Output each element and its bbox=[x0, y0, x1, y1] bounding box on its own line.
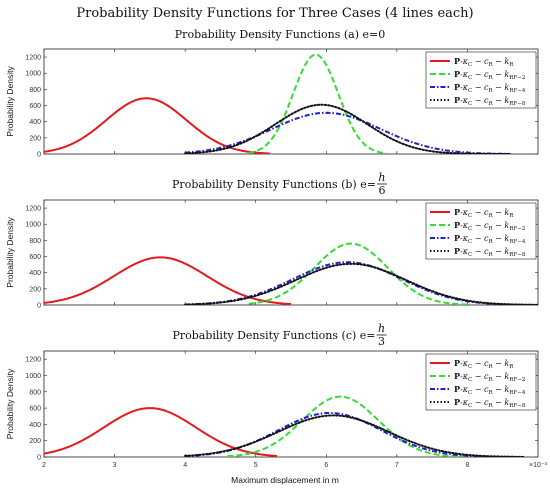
panels: Probability Density Functions (a) e=0020… bbox=[5, 28, 539, 469]
legend-label: P-κC − cR − kR bbox=[454, 358, 514, 370]
legend-box bbox=[425, 202, 537, 260]
panel-title: Probability Density Functions (c) e= bbox=[172, 329, 375, 342]
y-tick-label: 800 bbox=[29, 87, 41, 94]
series-line-krf-4 bbox=[185, 411, 524, 457]
figure-title: Probability Density Functions for Three … bbox=[76, 6, 473, 21]
y-tick-label: 600 bbox=[29, 103, 41, 110]
y-tick-label: 1000 bbox=[25, 222, 41, 229]
legend-label: P-κC − cR − kRF−2 bbox=[454, 69, 525, 81]
y-tick-label: 600 bbox=[29, 406, 41, 413]
legend-label: P-κC − cR − kRF−8 bbox=[454, 246, 526, 258]
x-tick-label: 3 bbox=[113, 462, 117, 469]
series-line-krf-2 bbox=[248, 53, 387, 154]
legend-label: P-κC − cR − kRF−8 bbox=[454, 95, 526, 107]
panel-title: Probability Density Functions (b) e= bbox=[172, 178, 376, 191]
y-tick-label: 600 bbox=[29, 254, 41, 261]
y-tick-label: 200 bbox=[29, 135, 41, 142]
series-line-krf-2 bbox=[227, 395, 468, 457]
y-tick-label: 800 bbox=[29, 238, 41, 245]
chart-panel-b: Probability Density Functions (b) e=h6 0 2… bbox=[5, 171, 539, 310]
y-tick-label: 400 bbox=[29, 422, 41, 429]
title-fraction: h3 bbox=[376, 322, 387, 348]
series-line-krf-8 bbox=[184, 262, 538, 305]
y-tick-label: 800 bbox=[29, 389, 41, 396]
y-tick-label: 1200 bbox=[25, 55, 41, 62]
fraction-denominator: 3 bbox=[378, 335, 385, 348]
x-tick-label: 5 bbox=[254, 462, 258, 469]
y-tick-label: 1200 bbox=[25, 206, 41, 213]
y-tick-label: 0 bbox=[37, 303, 41, 310]
legend-label: P-κC − cR − kR bbox=[454, 207, 514, 219]
y-tick-label: 0 bbox=[37, 152, 41, 159]
fraction-denominator: 6 bbox=[378, 184, 385, 197]
chart-panel-a: Probability Density Functions (a) e=0 0 20… bbox=[5, 28, 539, 159]
legend-label: P-κC − cR − kRF−2 bbox=[454, 371, 525, 383]
x-axis-label: Maximum displacement in m bbox=[231, 475, 339, 485]
panel-title: Probability Density Functions (a) e=0 bbox=[175, 28, 385, 41]
plot-frame bbox=[43, 199, 539, 306]
legend: P-κC − cR − kRP-κC − cR − kRF−2P-κC − cR… bbox=[425, 202, 537, 260]
series-line-krf-2 bbox=[248, 242, 468, 305]
legend-label: P-κC − cR − kRF−4 bbox=[454, 233, 526, 245]
plot-frame bbox=[43, 48, 539, 155]
series-line-krf-4 bbox=[185, 111, 510, 154]
y-axis-label: Probability Density bbox=[5, 368, 15, 439]
y-tick-label: 0 bbox=[37, 455, 41, 462]
y-tick-label: 1200 bbox=[25, 357, 41, 364]
legend-label: P-κC − cR − kRF−8 bbox=[454, 397, 526, 409]
plot-frame bbox=[43, 350, 539, 458]
y-tick-label: 400 bbox=[29, 119, 41, 126]
y-tick-label: 200 bbox=[29, 438, 41, 445]
legend: P-κC − cR − kRP-κC − cR − kRF−2P-κC − cR… bbox=[425, 353, 537, 411]
x-scale-note: ×10⁻³ bbox=[529, 462, 548, 469]
chart-panel-c: Probability Density Functions (c) e=h302… bbox=[5, 322, 539, 469]
y-tick-label: 1000 bbox=[25, 373, 41, 380]
x-tick-label: 8 bbox=[465, 462, 469, 469]
fraction-numerator: h bbox=[378, 322, 385, 335]
x-tick-label: 6 bbox=[324, 462, 328, 469]
legend-label: P-κC − cR − kRF−2 bbox=[454, 220, 525, 232]
x-tick-label: 4 bbox=[183, 462, 187, 469]
y-tick-label: 200 bbox=[29, 286, 41, 293]
y-tick-label: 400 bbox=[29, 270, 41, 277]
x-tick-label: 7 bbox=[395, 462, 399, 469]
series-line-krf-8 bbox=[184, 414, 525, 457]
fraction-numerator: h bbox=[378, 171, 385, 184]
legend-label: P-κC − cR − kRF−4 bbox=[454, 82, 526, 94]
y-axis-label: Probability Density bbox=[5, 217, 15, 288]
x-tick-label: 2 bbox=[42, 462, 46, 469]
legend: P-κC − cR − kRP-κC − cR − kRF−2P-κC − cR… bbox=[425, 51, 537, 109]
series-line-krf-8 bbox=[184, 103, 511, 154]
title-fraction: h6 bbox=[376, 171, 387, 197]
legend-label: P-κC − cR − kR bbox=[454, 56, 514, 68]
y-tick-label: 1000 bbox=[25, 71, 41, 78]
legend-label: P-κC − cR − kRF−4 bbox=[454, 384, 526, 396]
series-line-krf-4 bbox=[185, 261, 538, 305]
series-line-kr bbox=[44, 407, 277, 457]
y-axis-label: Probability Density bbox=[5, 66, 15, 137]
